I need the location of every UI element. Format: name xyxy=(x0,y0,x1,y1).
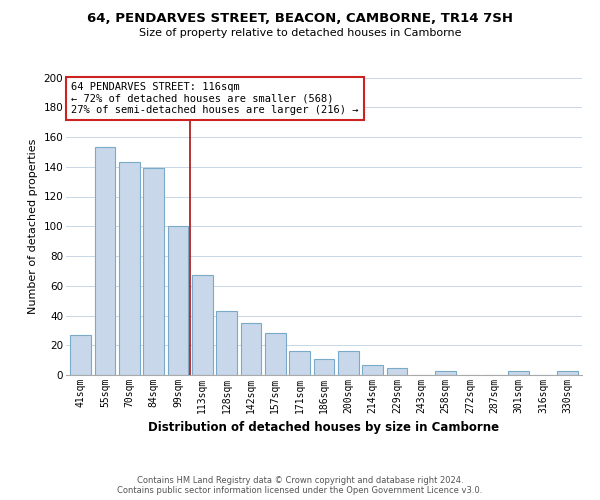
Bar xyxy=(436,370,456,375)
Bar xyxy=(362,364,383,375)
X-axis label: Distribution of detached houses by size in Camborne: Distribution of detached houses by size … xyxy=(148,422,500,434)
Bar xyxy=(70,335,91,375)
Bar xyxy=(216,311,237,375)
Bar xyxy=(314,358,334,375)
Bar xyxy=(143,168,164,375)
Bar xyxy=(265,334,286,375)
Text: 64, PENDARVES STREET, BEACON, CAMBORNE, TR14 7SH: 64, PENDARVES STREET, BEACON, CAMBORNE, … xyxy=(87,12,513,26)
Bar xyxy=(119,162,140,375)
Text: 64 PENDARVES STREET: 116sqm
← 72% of detached houses are smaller (568)
27% of se: 64 PENDARVES STREET: 116sqm ← 72% of det… xyxy=(71,82,359,115)
Bar xyxy=(508,370,529,375)
Bar xyxy=(241,323,262,375)
Bar xyxy=(557,370,578,375)
Bar xyxy=(167,226,188,375)
Bar xyxy=(386,368,407,375)
Bar xyxy=(289,351,310,375)
Text: Size of property relative to detached houses in Camborne: Size of property relative to detached ho… xyxy=(139,28,461,38)
Bar xyxy=(95,148,115,375)
Bar xyxy=(192,276,212,375)
Text: Contains HM Land Registry data © Crown copyright and database right 2024.
Contai: Contains HM Land Registry data © Crown c… xyxy=(118,476,482,495)
Bar xyxy=(338,351,359,375)
Y-axis label: Number of detached properties: Number of detached properties xyxy=(28,138,38,314)
